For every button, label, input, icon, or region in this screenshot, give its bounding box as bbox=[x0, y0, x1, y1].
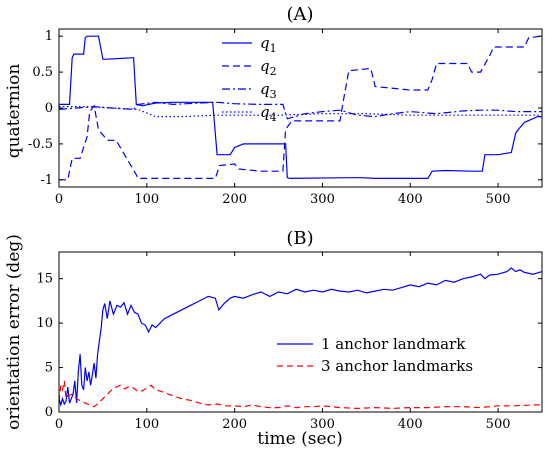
panel-a-ylabel: quaternion bbox=[4, 64, 24, 159]
b-legend-label-2: 3 anchor landmarks bbox=[321, 357, 473, 375]
a-ytick-label: -0.5 bbox=[28, 137, 53, 152]
b-series-line-1 bbox=[58, 267, 543, 408]
b-legend-label-1: 1 anchor landmark bbox=[321, 335, 466, 353]
b-ytick-label: 15 bbox=[36, 272, 53, 287]
panel-b-ylabel: orientation error (deg) bbox=[4, 234, 24, 430]
b-ytick-label: 0 bbox=[45, 405, 53, 420]
a-series-line-3 bbox=[58, 101, 542, 120]
a-legend-label-3: q3 bbox=[260, 80, 277, 101]
b-ytick-label: 5 bbox=[45, 361, 53, 376]
panel-a-frame bbox=[58, 28, 543, 188]
a-ytick-label: 0 bbox=[45, 101, 53, 116]
panel-a-series-group bbox=[58, 35, 543, 181]
a-ytick-label: -1 bbox=[40, 173, 53, 188]
a-series-line-1 bbox=[59, 35, 542, 180]
panel-a-ticks: 0 100 200 300 400 500 -1 -0.5 0 0.5 1 bbox=[28, 29, 542, 207]
b-xtick-label: 200 bbox=[222, 417, 247, 432]
b-xtick-label: 400 bbox=[398, 417, 423, 432]
b-ytick-label: 10 bbox=[36, 316, 53, 331]
a-xtick-label: 0 bbox=[55, 192, 63, 207]
b-xtick-label: 300 bbox=[310, 417, 335, 432]
panel-b-title: (B) bbox=[286, 228, 313, 249]
panel-b-ticks: 0 100 200 300 400 500 0 5 10 15 bbox=[36, 252, 542, 432]
panel-b-xlabel: time (sec) bbox=[257, 429, 342, 449]
panel-b-frame bbox=[58, 251, 543, 413]
a-xtick-label: 100 bbox=[134, 192, 159, 207]
a-xtick-label: 300 bbox=[310, 192, 335, 207]
panel-b-series-group bbox=[58, 267, 543, 410]
panel-b-chart: (B) orientation error (deg) time (sec) 0… bbox=[4, 228, 543, 449]
b-xtick-label: 0 bbox=[55, 417, 63, 432]
a-legend-label-4: q4 bbox=[260, 103, 277, 124]
b-xtick-label: 500 bbox=[486, 417, 511, 432]
a-xtick-label: 200 bbox=[222, 192, 247, 207]
a-ytick-label: 0.5 bbox=[32, 65, 53, 80]
a-xtick-label: 500 bbox=[486, 192, 511, 207]
panel-a-title: (A) bbox=[286, 4, 313, 25]
panel-a-chart: (A) quaternion 0 100 200 300 400 500 -1 -0.5 0 0.… bbox=[4, 4, 543, 207]
a-legend-label-2: q2 bbox=[260, 57, 277, 78]
b-series-line-2 bbox=[58, 380, 542, 410]
a-series-line-4 bbox=[59, 106, 542, 118]
panel-b-legend: 1 anchor landmark 3 anchor landmarks bbox=[277, 335, 473, 375]
a-xtick-label: 400 bbox=[398, 192, 423, 207]
a-ytick-label: 1 bbox=[45, 29, 53, 44]
b-xtick-label: 100 bbox=[134, 417, 159, 432]
a-legend-label-1: q1 bbox=[260, 34, 277, 55]
